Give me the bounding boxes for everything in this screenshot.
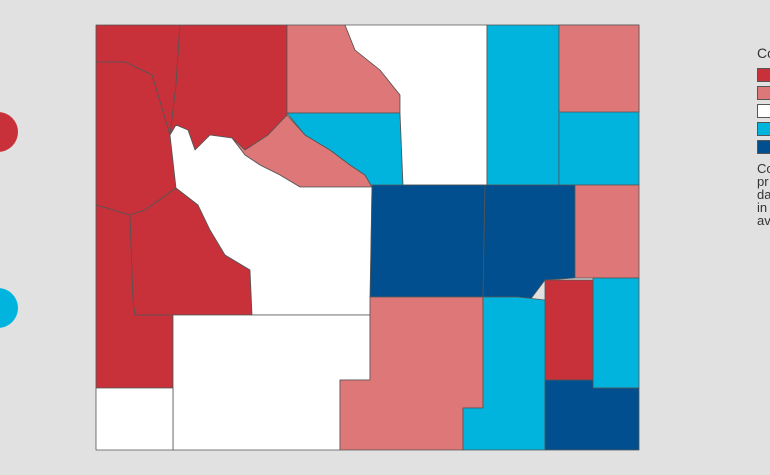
- county-goshen[interactable]: [592, 277, 640, 389]
- legend-note-line: Co: [757, 161, 770, 176]
- legend-swatch-low: [757, 86, 770, 100]
- county-laramie[interactable]: [544, 379, 640, 451]
- county-washakie[interactable]: [558, 24, 640, 113]
- legend-title: Co: [757, 45, 770, 61]
- legend-note-line: in: [757, 200, 768, 215]
- legend-swatch-middle: [757, 104, 770, 118]
- legend: Co Coprdainav: [757, 44, 770, 227]
- legend-note: Coprdainav: [757, 162, 770, 227]
- county-uinta[interactable]: [95, 387, 174, 451]
- legend-swatches: [757, 68, 770, 154]
- legend-swatch-high: [757, 122, 770, 136]
- county-niobrara[interactable]: [574, 184, 640, 279]
- legend-swatch-very-high: [757, 140, 770, 154]
- legend-note-line: da: [757, 187, 770, 202]
- edge-circle-red: [0, 112, 18, 152]
- county-natrona[interactable]: [369, 184, 486, 298]
- legend-note-line: pr: [757, 174, 769, 189]
- legend-note-line: av: [757, 213, 770, 228]
- edge-circle-blue: [0, 288, 18, 328]
- county-crook[interactable]: [486, 24, 560, 186]
- county-albany[interactable]: [462, 296, 546, 451]
- county-platte[interactable]: [544, 279, 594, 381]
- county-fremont[interactable]: [169, 124, 373, 316]
- legend-swatch-very-low: [757, 68, 770, 82]
